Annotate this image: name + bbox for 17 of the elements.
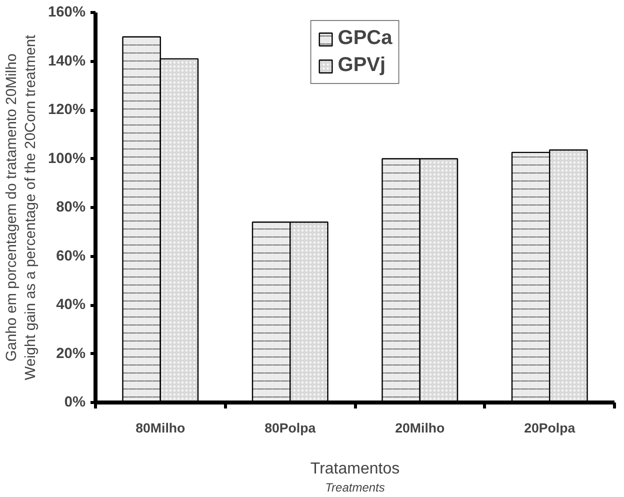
legend-label: GPCa [338, 27, 392, 50]
y-tick-label: 100% [48, 150, 86, 167]
x-axis-title: Tratamentos Treatments [310, 460, 400, 494]
x-tick-label: 20Polpa [524, 420, 576, 436]
x-tick-label: 20Milho [395, 420, 445, 436]
x-tick-label: 80Milho [136, 420, 186, 436]
y-tick-label: 60% [56, 248, 86, 264]
x-tick-label: 80Polpa [264, 420, 316, 436]
y-tick-label: 0% [64, 394, 86, 410]
y-tick-label: 160% [48, 4, 86, 20]
y-tick-label: 140% [48, 53, 86, 70]
y-tick-label: 40% [56, 297, 86, 313]
y-tick-label: 120% [48, 102, 86, 118]
legend-label: GPVj [338, 54, 386, 77]
y-tick-label: 80% [56, 200, 86, 216]
y-axis-title: Ganho em porcentagem do tratamento 20Milho Weight gain as a percentage of the 20Corn treatment [4, 34, 40, 380]
y-tick-label: 20% [56, 346, 86, 362]
